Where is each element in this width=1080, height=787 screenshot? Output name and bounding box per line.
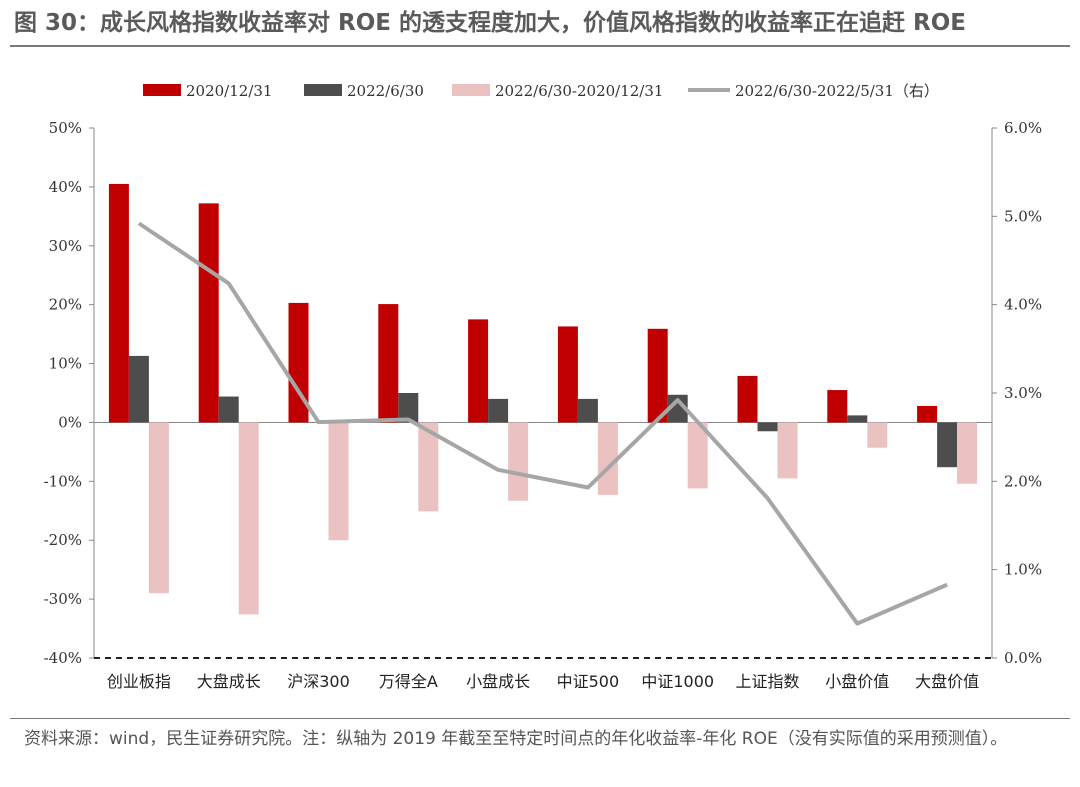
legend-label: 2020/12/31 xyxy=(186,82,272,100)
bar-series1 xyxy=(198,203,219,423)
right-tick-label: 6.0% xyxy=(1004,119,1042,137)
bar-series2 xyxy=(757,422,778,432)
bar-series3 xyxy=(867,422,888,448)
bar-series2 xyxy=(218,396,239,423)
title-divider xyxy=(10,45,1070,47)
left-tick-label: 10% xyxy=(49,355,82,373)
bar-series2 xyxy=(937,422,958,468)
source-note: 资料来源：wind，民生证券研究院。注：纵轴为 2019 年截至至特定时间点的年… xyxy=(24,729,1008,749)
left-tick-label: -30% xyxy=(44,590,82,608)
category-label: 大盘价值 xyxy=(915,672,979,691)
category-label: 大盘成长 xyxy=(197,672,261,691)
category-label: 中证500 xyxy=(557,672,620,691)
bar-series2 xyxy=(667,394,688,423)
right-tick-label: 3.0% xyxy=(1004,384,1042,402)
bar-series2 xyxy=(847,415,868,423)
bar-series3 xyxy=(418,422,439,512)
legend-label: 2022/6/30 xyxy=(347,82,424,100)
bar-series1 xyxy=(647,328,668,423)
category-label: 小盘成长 xyxy=(466,672,530,691)
bar-series3 xyxy=(148,422,169,594)
left-tick-label: 50% xyxy=(49,119,82,137)
legend-label: 2022/6/30-2022/5/31（右） xyxy=(735,82,939,100)
axes: 50% 40% 30% 20% 10% 0% -10% -20% -30% -40% 6.0% 5.0… xyxy=(44,119,1043,691)
left-tick-label: 30% xyxy=(49,237,82,255)
bar-series2 xyxy=(577,398,598,423)
bar-series1 xyxy=(917,405,938,423)
bar-series3 xyxy=(508,422,529,501)
bar-series3 xyxy=(957,422,978,484)
right-tick-label: 4.0% xyxy=(1004,296,1042,314)
right-tick-label: 1.0% xyxy=(1004,561,1042,579)
left-tick-label: -10% xyxy=(44,472,82,490)
category-label: 万得全A xyxy=(379,672,438,691)
bar-series1 xyxy=(288,302,309,423)
left-tick-label: 20% xyxy=(49,296,82,314)
right-tick-label: 2.0% xyxy=(1004,472,1042,490)
bar-series3 xyxy=(777,422,798,479)
bar-series1 xyxy=(108,183,129,423)
category-label: 中证1000 xyxy=(641,672,714,691)
right-tick-label: 0.0% xyxy=(1004,649,1042,667)
bar-series2 xyxy=(398,393,419,423)
line-series xyxy=(137,221,948,626)
category-label: 创业板指 xyxy=(107,672,171,691)
bar-series2 xyxy=(488,398,509,423)
line-roe-path xyxy=(137,221,948,626)
bar-series1 xyxy=(468,319,489,423)
legend: 2020/12/31 2022/6/30 2022/6/30-2020/12/31 2… xyxy=(143,82,939,100)
category-label: 上证指数 xyxy=(735,672,799,691)
bar-series1 xyxy=(557,326,578,423)
left-tick-label: -20% xyxy=(44,531,82,549)
category-label: 沪深300 xyxy=(287,672,350,691)
left-tick-label: 40% xyxy=(49,178,82,196)
left-tick-label: 0% xyxy=(58,413,82,431)
legend-label: 2022/6/30-2020/12/31 xyxy=(495,82,663,100)
bar-series3 xyxy=(597,422,618,495)
bar-series3 xyxy=(328,422,349,541)
bar-series1 xyxy=(827,390,848,423)
bar-series3 xyxy=(238,422,259,615)
chart-title: 图 30：成长风格指数收益率对 ROE 的透支程度加大，价值风格指数的收益率正在… xyxy=(14,10,966,36)
left-tick-label: -40% xyxy=(44,649,82,667)
bar-series1 xyxy=(378,304,399,423)
source-divider xyxy=(10,718,1070,719)
bar-series1 xyxy=(737,375,758,423)
bar-series2 xyxy=(128,355,149,423)
bar-series3 xyxy=(687,422,708,489)
legend-swatch xyxy=(304,84,342,96)
legend-swatch xyxy=(143,84,181,96)
right-tick-label: 5.0% xyxy=(1004,207,1042,225)
bars xyxy=(108,183,978,615)
category-label: 小盘价值 xyxy=(825,672,889,691)
legend-swatch xyxy=(452,84,490,96)
